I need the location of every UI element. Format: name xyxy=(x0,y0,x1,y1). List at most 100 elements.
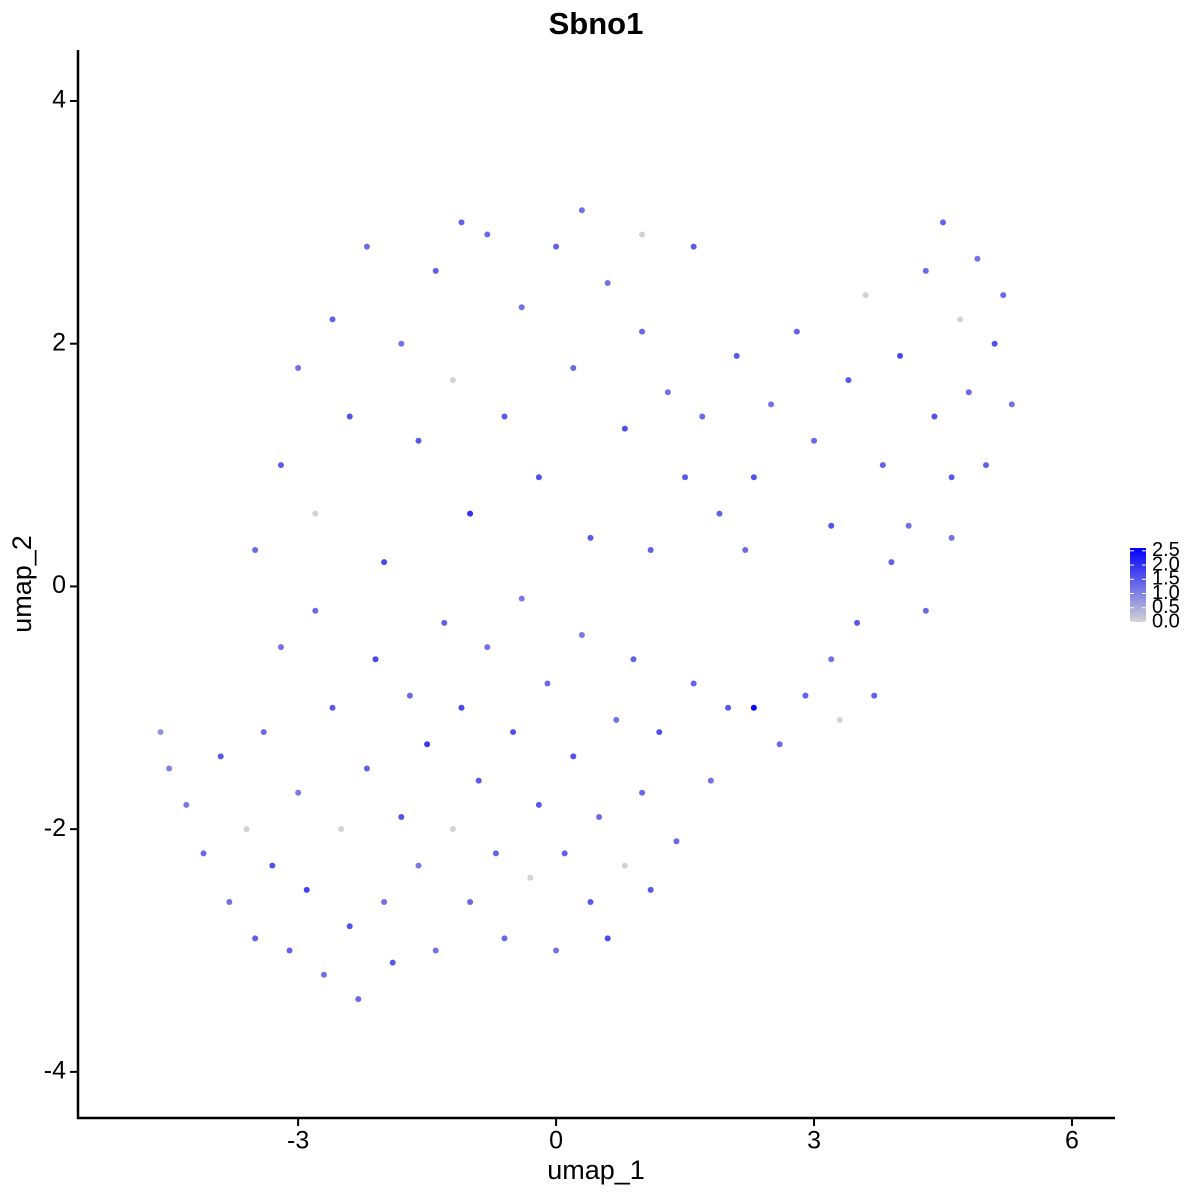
point xyxy=(828,522,835,529)
point xyxy=(578,207,585,214)
point xyxy=(518,304,525,311)
point xyxy=(467,510,474,517)
point xyxy=(742,547,749,554)
point xyxy=(948,534,955,541)
point xyxy=(200,850,207,857)
point xyxy=(381,898,388,905)
point xyxy=(553,243,560,250)
point xyxy=(750,474,757,481)
point xyxy=(965,389,972,396)
point xyxy=(647,547,654,554)
point xyxy=(398,340,405,347)
x-tick-label: 3 xyxy=(807,1127,821,1155)
point xyxy=(587,898,594,905)
point xyxy=(312,607,319,614)
x-tick-label: 0 xyxy=(549,1127,563,1155)
point xyxy=(664,389,671,396)
point xyxy=(484,231,491,238)
point xyxy=(441,619,448,626)
point xyxy=(604,280,611,287)
point xyxy=(363,243,370,250)
point xyxy=(475,777,482,784)
point xyxy=(793,328,800,335)
point xyxy=(621,862,628,869)
point xyxy=(948,474,955,481)
point xyxy=(183,801,190,808)
point xyxy=(381,559,388,566)
point xyxy=(389,959,396,966)
point xyxy=(527,874,534,881)
point xyxy=(510,729,517,736)
point xyxy=(501,413,508,420)
colorbar-label: 1.0 xyxy=(1152,582,1180,604)
point xyxy=(467,898,474,905)
point xyxy=(639,328,646,335)
point xyxy=(320,971,327,978)
point xyxy=(845,377,852,384)
point xyxy=(424,741,431,748)
point xyxy=(716,510,723,517)
point xyxy=(501,935,508,942)
point xyxy=(570,753,577,760)
point xyxy=(415,862,422,869)
point xyxy=(553,947,560,954)
point xyxy=(690,680,697,687)
colorbar-label: 2.5 xyxy=(1152,539,1180,561)
point xyxy=(621,425,628,432)
points-layer xyxy=(157,207,1015,1003)
point xyxy=(776,741,783,748)
point xyxy=(252,547,259,554)
colorbar-label: 0.5 xyxy=(1152,596,1180,618)
y-tick-label: 2 xyxy=(52,328,66,356)
point xyxy=(1008,401,1015,408)
point xyxy=(604,935,611,942)
point xyxy=(991,340,998,347)
point xyxy=(596,814,603,821)
x-tick-label: 6 xyxy=(1065,1127,1079,1155)
point xyxy=(854,619,861,626)
point xyxy=(217,753,224,760)
y-tick-label: 4 xyxy=(52,86,66,114)
point xyxy=(707,777,714,784)
point xyxy=(699,413,706,420)
chart-title: Sbno1 xyxy=(549,6,644,41)
point xyxy=(639,231,646,238)
point xyxy=(277,462,284,469)
point xyxy=(750,704,757,711)
point xyxy=(415,437,422,444)
point xyxy=(166,765,173,772)
point xyxy=(733,352,740,359)
point xyxy=(957,316,964,323)
point xyxy=(406,692,413,699)
point xyxy=(974,255,981,262)
point xyxy=(828,656,835,663)
point xyxy=(295,364,302,371)
point xyxy=(295,789,302,796)
point xyxy=(252,935,259,942)
point xyxy=(802,692,809,699)
point xyxy=(518,595,525,602)
point xyxy=(372,656,379,663)
y-axis-title: umap_2 xyxy=(7,535,37,633)
point xyxy=(587,534,594,541)
point xyxy=(897,352,904,359)
point xyxy=(535,474,542,481)
colorbar-label: 1.5 xyxy=(1152,568,1180,590)
point xyxy=(277,644,284,651)
point xyxy=(682,474,689,481)
point xyxy=(492,850,499,857)
point xyxy=(888,559,895,566)
point xyxy=(922,267,929,274)
point xyxy=(1000,292,1007,299)
point xyxy=(458,219,465,226)
point xyxy=(312,510,319,517)
point xyxy=(656,729,663,736)
point xyxy=(346,923,353,930)
point xyxy=(535,801,542,808)
y-tick-label: 0 xyxy=(52,571,66,599)
point xyxy=(329,704,336,711)
point xyxy=(639,789,646,796)
point xyxy=(905,522,912,529)
point xyxy=(561,850,568,857)
